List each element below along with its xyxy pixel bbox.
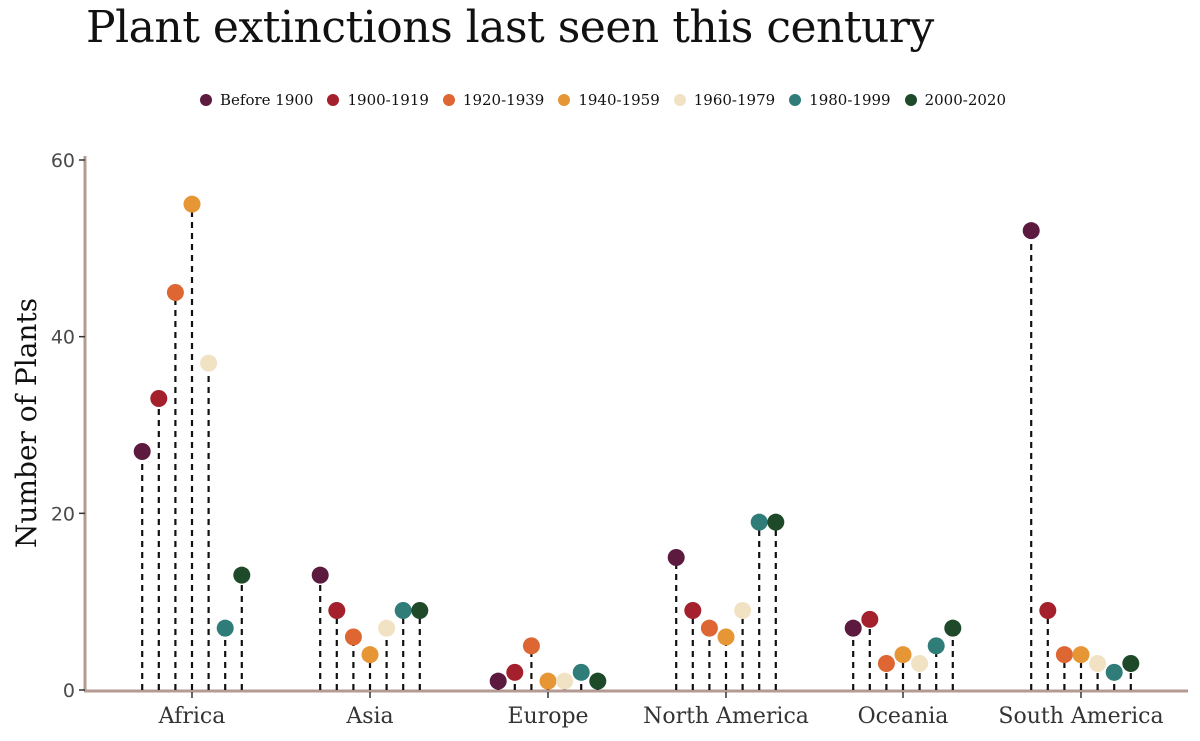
data-point [894, 646, 912, 664]
data-point [767, 513, 785, 531]
y-tick-label: 0 [63, 680, 75, 702]
data-point [183, 195, 201, 213]
data-point [522, 637, 540, 655]
data-point [556, 672, 574, 690]
legend-label: 1900-1919 [347, 91, 429, 109]
legend-item: 1900-1919 [327, 91, 429, 109]
legend-label: 1920-1939 [462, 91, 545, 109]
legend-label: 1940-1959 [578, 91, 660, 109]
legend-swatch [200, 94, 212, 106]
legend-label: Before 1900 [220, 91, 314, 109]
y-tick-label: 60 [51, 150, 75, 172]
x-tick-label: Europe [507, 704, 588, 729]
data-point [1105, 663, 1123, 681]
legend-label: 1960-1979 [693, 91, 776, 109]
data-point [1072, 646, 1090, 664]
data-point [911, 655, 929, 672]
legend-item: Before 1900 [200, 91, 313, 109]
chart-title: Plant extinctions last seen this century [86, 2, 934, 53]
legend-label: 1980-1999 [809, 91, 891, 109]
data-point [411, 602, 429, 619]
data-point [667, 549, 685, 566]
x-tick-label: Oceania [858, 704, 949, 729]
legend-swatch [673, 94, 686, 106]
legend-item: 1940-1959 [558, 91, 660, 109]
data-point [344, 628, 362, 646]
legend-swatch [789, 94, 802, 106]
data-point [328, 602, 346, 619]
data-point [216, 619, 234, 637]
legend-item: 1920-1939 [442, 91, 545, 109]
x-tick-label: North America [643, 704, 809, 729]
data-point [589, 672, 607, 690]
data-point [489, 672, 507, 690]
data-point [944, 619, 962, 637]
y-axis-label: Number of Plants [10, 298, 43, 548]
x-tick-label: Asia [345, 704, 393, 729]
data-point [844, 619, 862, 637]
data-point [877, 655, 895, 672]
y-tick-label: 20 [51, 503, 75, 525]
data-point [233, 566, 251, 584]
legend-label: 2000-2020 [924, 91, 1007, 109]
legend-swatch [442, 94, 455, 106]
legend: Before 1900 1900-1919 1920-1939 1940-1959 19… [200, 86, 1006, 114]
legend-item: 2000-2020 [904, 91, 1007, 109]
data-point [150, 390, 168, 407]
data-point [539, 672, 557, 690]
data-point [133, 443, 151, 460]
data-point [378, 619, 396, 637]
data-point [861, 610, 879, 628]
data-point [700, 619, 718, 637]
data-point [361, 646, 379, 664]
x-tick-label: South America [998, 704, 1163, 729]
data-point [394, 602, 412, 619]
data-point [1039, 602, 1057, 619]
data-point [1089, 655, 1107, 672]
data-point [927, 637, 945, 655]
x-tick-label: Africa [158, 704, 226, 729]
legend-item: 1980-1999 [789, 91, 891, 109]
legend-swatch [327, 94, 340, 106]
data-point [166, 284, 184, 301]
data-point [1122, 655, 1140, 672]
y-tick-label: 40 [51, 327, 75, 349]
legend-item: 1960-1979 [673, 91, 776, 109]
data-point [684, 602, 702, 619]
data-point [1022, 222, 1040, 240]
data-point [717, 628, 735, 646]
data-point [750, 513, 768, 531]
legend-swatch [558, 94, 571, 106]
legend-swatch [904, 94, 917, 106]
data-point [1055, 646, 1073, 664]
data-point [506, 663, 524, 681]
data-point [200, 354, 218, 372]
data-point [734, 602, 752, 619]
data-point [311, 566, 329, 584]
data-point [572, 663, 590, 681]
